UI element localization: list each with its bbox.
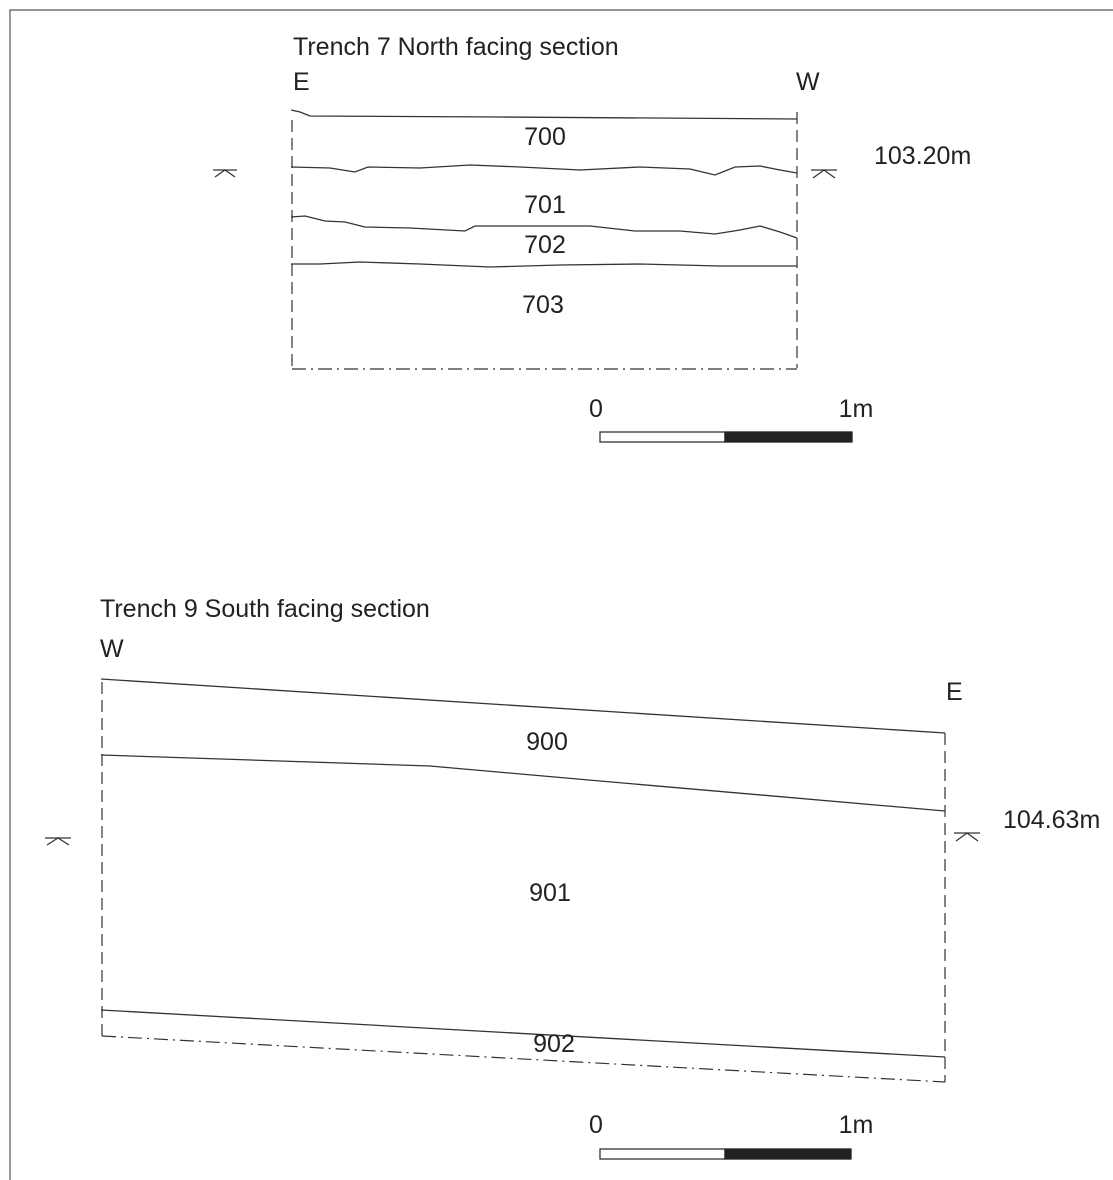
- trench9-boundary-900-901: [100, 754, 946, 812]
- trench7-context-700: 700: [524, 123, 566, 151]
- trench9-section: Trench 9 South facing section W E 104.63…: [45, 595, 1100, 1160]
- trench7-level-label: 103.20m: [874, 142, 971, 170]
- trench7-context-702: 702: [524, 231, 566, 259]
- trench7-scale-end: 1m: [839, 395, 874, 423]
- trench9-level-marker-left: [46, 837, 70, 846]
- trench9-context-902: 902: [533, 1030, 575, 1058]
- trench7-boundary-700-701: [290, 164, 798, 176]
- trench7-boundary-702-703: [291, 261, 797, 268]
- trench7-context-701: 701: [524, 191, 566, 219]
- trench7-left-label: E: [293, 68, 310, 96]
- trench9-scale-white: [599, 1148, 726, 1160]
- trench7-scale-black: [724, 431, 853, 443]
- trench9-boundary-901-902: [100, 1009, 946, 1058]
- trench9-scale-start: 0: [589, 1111, 603, 1139]
- trench9-left-label: W: [100, 635, 124, 663]
- trench9-level-marker-right: [955, 832, 979, 842]
- trench9-context-900: 900: [526, 728, 568, 756]
- trench9-level-label: 104.63m: [1003, 806, 1100, 834]
- trench7-section: Trench 7 North facing section E W 103.20…: [213, 33, 971, 443]
- trench7-ground-surface: [290, 109, 798, 120]
- trench7-boundary-701-702: [290, 215, 798, 239]
- trench7-title: Trench 7 North facing section: [293, 33, 619, 61]
- trench9-title: Trench 9 South facing section: [100, 595, 430, 623]
- trench9-context-901: 901: [529, 879, 571, 907]
- trench9-right-label: E: [946, 678, 963, 706]
- trench7-level-marker-left: [214, 169, 236, 178]
- trench9-base: [101, 1035, 946, 1083]
- trench7-scale-white: [599, 431, 726, 443]
- trench7-context-703: 703: [522, 291, 564, 319]
- trench9-scale-black: [724, 1148, 852, 1160]
- trench7-right-label: W: [796, 68, 820, 96]
- sheet-frame: [9, 9, 1113, 1180]
- trench9-ground-surface: [100, 678, 946, 734]
- trench7-scale-start: 0: [589, 395, 603, 423]
- trench9-scale-end: 1m: [839, 1111, 874, 1139]
- trench7-level-marker-right: [812, 169, 836, 179]
